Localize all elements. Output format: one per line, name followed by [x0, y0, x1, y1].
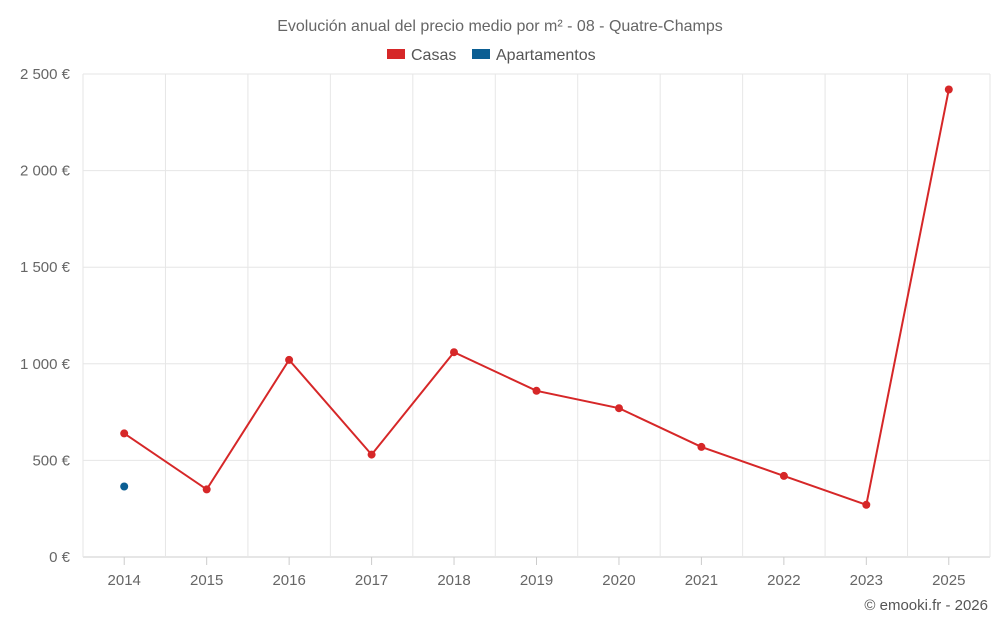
- x-tick-label: 2016: [272, 572, 305, 589]
- data-point-casas[interactable]: [202, 485, 211, 494]
- data-point-casas[interactable]: [944, 85, 953, 94]
- data-point-casas[interactable]: [285, 355, 294, 364]
- x-tick-label: 2015: [190, 572, 223, 589]
- x-tick-label: 2018: [437, 572, 470, 589]
- legend-swatch-casas: [387, 49, 405, 59]
- data-point-casas[interactable]: [532, 386, 541, 395]
- y-tick-label: 500 €: [32, 452, 70, 469]
- x-tick-label: 2020: [602, 572, 635, 589]
- legend-swatch-apartamentos: [472, 49, 490, 59]
- x-axis: 2014 2015 2016 2017 2018 2019 2020 2021 2022 2023…: [108, 557, 965, 589]
- y-tick-label: 1 000 €: [20, 356, 71, 373]
- data-point-apartamentos[interactable]: [120, 482, 129, 491]
- data-point-casas[interactable]: [697, 442, 706, 451]
- data-point-casas[interactable]: [367, 450, 376, 459]
- data-point-casas[interactable]: [862, 500, 871, 509]
- data-point-casas[interactable]: [120, 429, 129, 438]
- data-point-casas[interactable]: [779, 471, 788, 480]
- data-point-casas[interactable]: [615, 404, 623, 413]
- chart-title: Evolución anual del precio medio por m² …: [277, 18, 723, 35]
- x-tick-label: 2014: [108, 572, 141, 589]
- legend-label-casas[interactable]: Casas: [411, 47, 456, 64]
- grid: [82, 73, 991, 558]
- credit-text: © emooki.fr - 2026: [864, 597, 988, 614]
- data-point-casas[interactable]: [450, 348, 458, 357]
- legend: Casas Apartamentos: [387, 47, 596, 64]
- y-tick-label: 2 500 €: [20, 66, 71, 83]
- y-axis: 0 € 500 € 1 000 € 1 500 € 2 000 € 2 500 €: [20, 66, 71, 566]
- x-tick-label: 2023: [850, 572, 883, 589]
- y-tick-label: 1 500 €: [20, 259, 71, 276]
- y-tick-label: 2 000 €: [20, 163, 71, 180]
- legend-label-apartamentos[interactable]: Apartamentos: [496, 47, 596, 64]
- x-tick-label: 2021: [685, 572, 718, 589]
- y-tick-label: 0 €: [49, 549, 71, 566]
- series-layer: [120, 85, 953, 509]
- x-tick-label: 2022: [767, 572, 800, 589]
- x-tick-label: 2017: [355, 572, 388, 589]
- x-tick-label: 2025: [932, 572, 965, 589]
- x-tick-label: 2019: [520, 572, 553, 589]
